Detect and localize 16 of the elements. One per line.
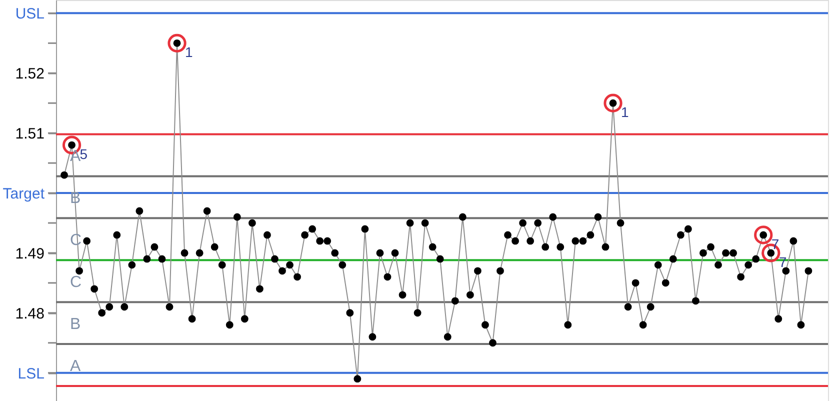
y-tick-label: 1.49 (15, 245, 44, 262)
y-tick-label: 1.51 (15, 126, 44, 143)
y-tick-label: 1.52 (15, 66, 44, 83)
annotation: B (70, 316, 81, 334)
annotation: 5 (80, 146, 88, 162)
annotation: 1 (185, 44, 194, 60)
annotation: A (70, 358, 81, 376)
point (168, 34, 186, 52)
y-tick-label: LSL (18, 365, 44, 382)
annotation: 1 (621, 104, 630, 120)
y-tick-label: USL (15, 6, 44, 23)
annotation: C (70, 274, 82, 292)
y-tick-label: 1.48 (15, 305, 44, 322)
point (604, 94, 622, 112)
y-tick-label: Target (2, 186, 46, 203)
point (754, 226, 773, 244)
